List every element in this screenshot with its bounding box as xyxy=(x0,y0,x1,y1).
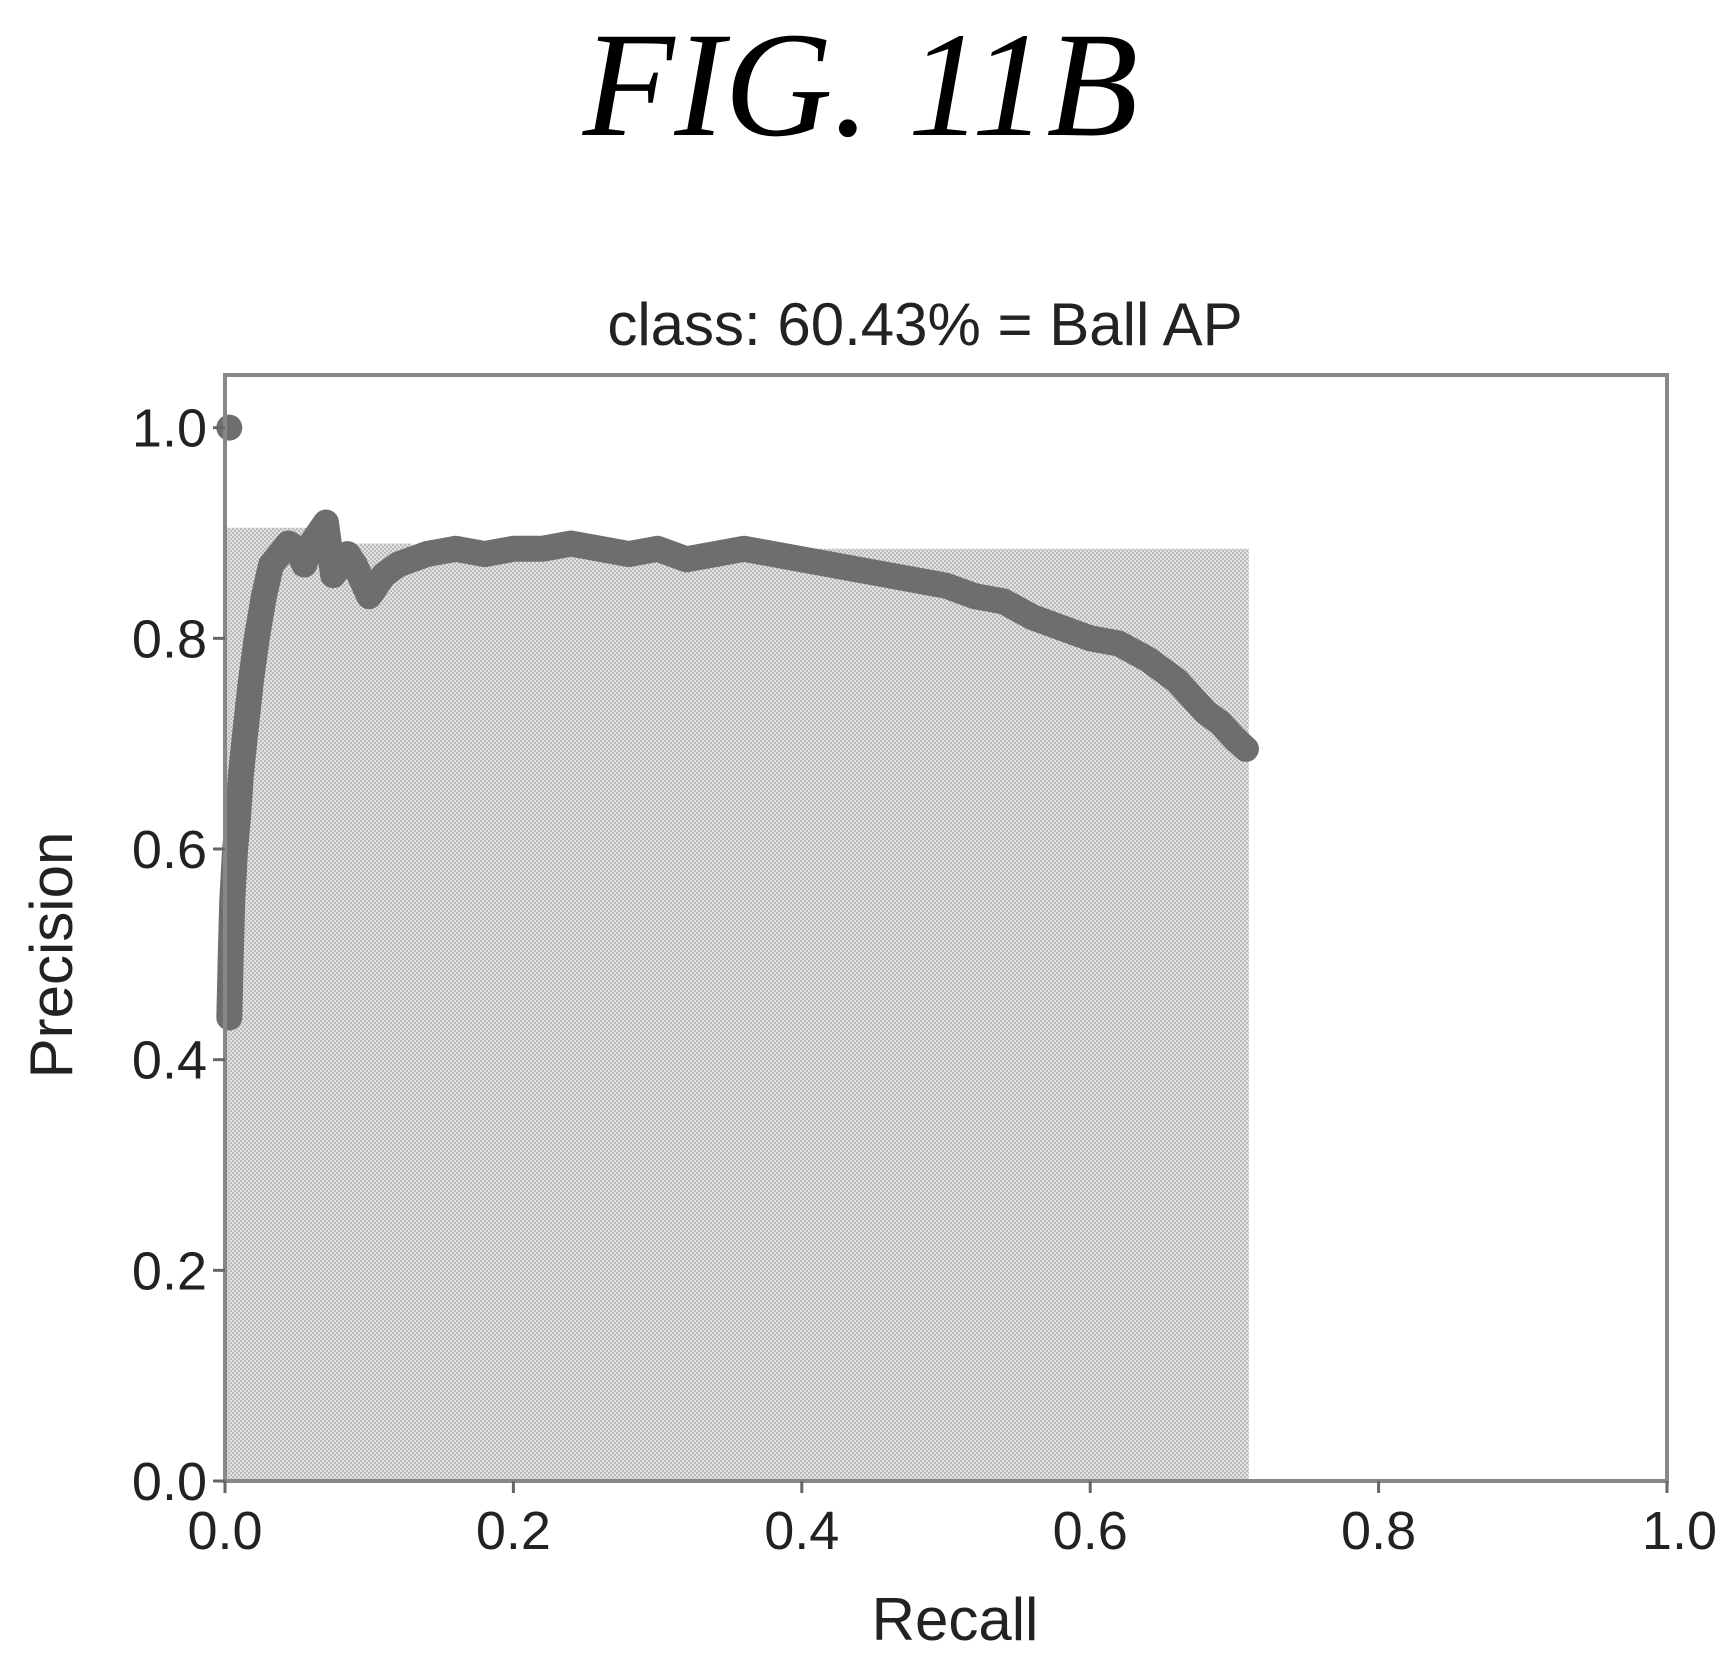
y-axis-title: Precision xyxy=(18,832,85,1079)
y-tick-label: 0.0 xyxy=(132,1452,207,1512)
figure-label: FIG. 11B xyxy=(582,2,1139,168)
chart-title: class: 60.43% = Ball AP xyxy=(607,291,1242,358)
pr-curve-point xyxy=(216,414,243,441)
ap-area xyxy=(225,527,1249,1481)
y-tick-label: 0.8 xyxy=(132,609,207,669)
x-tick-label: 0.4 xyxy=(764,1501,839,1561)
pr-curve-line xyxy=(216,509,1259,1031)
x-axis-title: Recall xyxy=(872,1586,1039,1653)
x-tick-label: 0.8 xyxy=(1341,1501,1416,1561)
x-tick-label: 0.6 xyxy=(1053,1501,1128,1561)
x-tick-label: 0.0 xyxy=(187,1501,262,1561)
y-tick-label: 0.4 xyxy=(132,1031,207,1091)
y-tick-label: 0.6 xyxy=(132,820,207,880)
y-tick-label: 1.0 xyxy=(132,399,207,459)
x-tick-label: 0.2 xyxy=(476,1501,551,1561)
y-tick-label: 0.2 xyxy=(132,1241,207,1301)
plot-frame xyxy=(223,373,1669,1483)
x-tick-label: 1.0 xyxy=(1642,1501,1717,1561)
